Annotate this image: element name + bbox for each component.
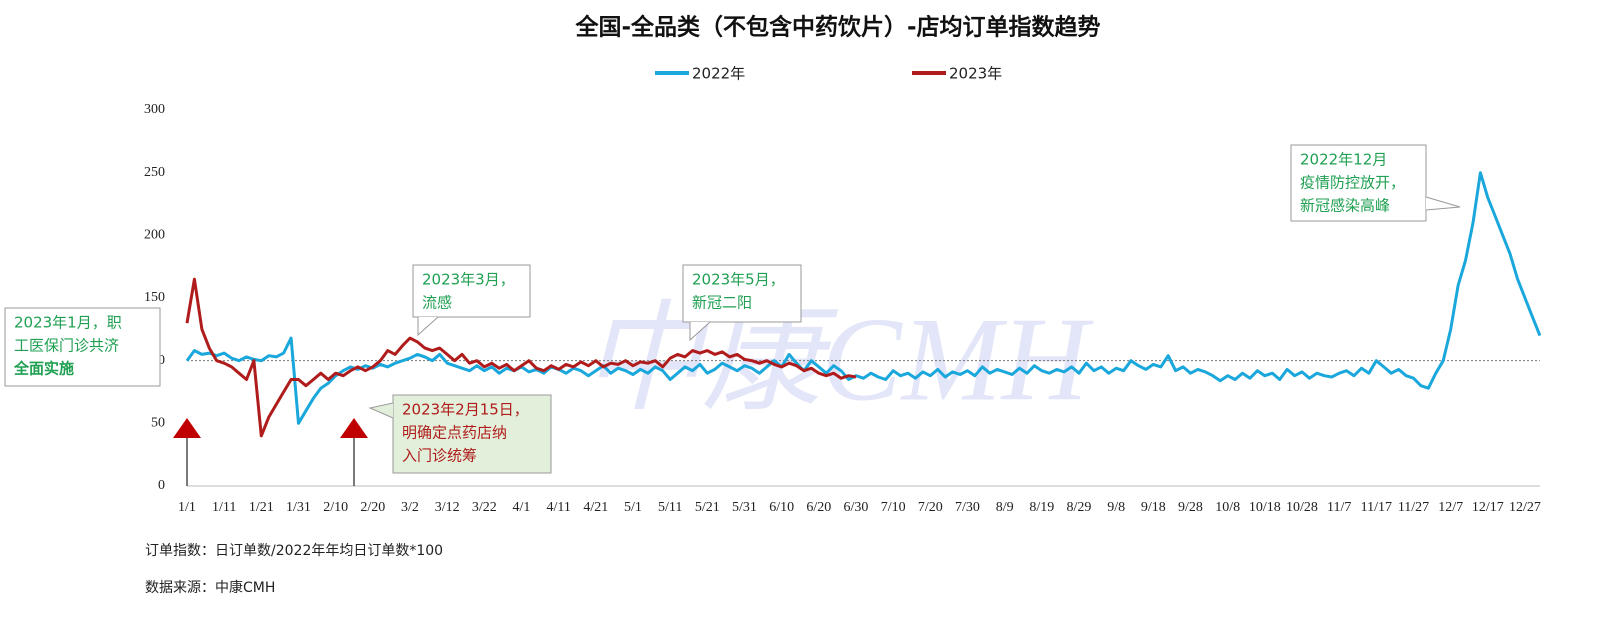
x-tick-label: 10/28	[1286, 500, 1318, 515]
annotation-pointer	[417, 316, 439, 337]
x-tick-label: 2/20	[360, 500, 385, 515]
x-tick-label: 11/27	[1398, 500, 1429, 515]
note: 订单指数：日订单数/2022年年均日订单数*100	[145, 543, 443, 559]
chart-title: 全国-全品类（不包含中药饮片）-店均订单指数趋势	[574, 14, 1100, 41]
y-tick-label: 0	[158, 478, 165, 493]
x-tick-label: 4/1	[513, 500, 531, 515]
series-line	[185, 171, 1542, 425]
x-tick-label: 10/18	[1249, 500, 1281, 515]
x-tick-label: 3/2	[401, 500, 419, 515]
x-tick-label: 5/1	[624, 500, 642, 515]
x-tick-label: 4/11	[546, 500, 570, 515]
x-tick-label: 8/19	[1029, 500, 1054, 515]
x-tick-label: 11/17	[1361, 500, 1392, 515]
x-tick-label: 6/30	[844, 500, 869, 515]
x-tick-label: 5/11	[658, 500, 682, 515]
x-tick-label: 5/21	[695, 500, 720, 515]
annotation-pointer	[368, 402, 394, 419]
x-tick-label: 8/29	[1067, 500, 1092, 515]
x-tick-label: 12/7	[1438, 500, 1463, 515]
legend-label: 2023年	[949, 65, 1002, 83]
y-tick-label: 300	[144, 102, 165, 117]
x-tick-label: 12/27	[1509, 500, 1541, 515]
legend-label: 2022年	[692, 65, 745, 83]
x-tick-label: 9/18	[1141, 500, 1166, 515]
annotation-pointer	[689, 321, 711, 342]
y-tick-label: 150	[144, 290, 165, 305]
x-tick-label: 2/10	[323, 500, 348, 515]
x-tick-label: 3/22	[472, 500, 497, 515]
y-tick-label: 250	[144, 165, 165, 180]
annotation-text: 2023年5月，	[692, 271, 785, 289]
annotation-text: 疫情防控放开，	[1300, 174, 1405, 192]
y-tick-label: 50	[151, 416, 165, 431]
y-tick-label: 200	[144, 228, 165, 243]
annotation-box	[4, 307, 161, 387]
x-tick-label: 9/28	[1178, 500, 1203, 515]
x-tick-label: 1/1	[178, 500, 196, 515]
annotation-box	[1290, 144, 1427, 222]
annotation-pointer	[1425, 196, 1461, 211]
x-tick-label: 5/31	[732, 500, 757, 515]
x-tick-label: 6/10	[769, 500, 794, 515]
annotation-text: 新冠二阳	[692, 294, 752, 312]
annotation-text: 2023年1月，职	[14, 314, 122, 332]
x-tick-label: 4/21	[583, 500, 608, 515]
x-tick-label: 12/17	[1472, 500, 1504, 515]
annotation-text: 2023年3月，	[422, 271, 515, 289]
annotation-text: 2023年2月15日，	[402, 401, 529, 419]
annotation-box	[412, 264, 531, 318]
x-tick-label: 7/20	[918, 500, 943, 515]
x-tick-label: 7/30	[955, 500, 980, 515]
annotation-text: 工医保门诊共济	[14, 337, 119, 355]
x-tick-label: 1/21	[249, 500, 274, 515]
annotation-text: 新冠感染高峰	[1300, 197, 1390, 215]
annotation-text: 全面实施	[13, 360, 74, 378]
series-line	[185, 277, 857, 438]
event-triangle	[340, 418, 368, 438]
x-tick-label: 9/8	[1107, 500, 1125, 515]
annotation-box	[392, 394, 552, 474]
x-tick-label: 3/12	[435, 500, 460, 515]
watermark: 中康CMH	[582, 293, 1095, 426]
annotation-text: 明确定点药店纳	[402, 424, 507, 442]
note: 数据来源：中康CMH	[145, 579, 275, 596]
annotation-box	[682, 264, 802, 323]
x-tick-label: 1/11	[212, 500, 236, 515]
x-tick-label: 1/31	[286, 500, 311, 515]
annotation-text: 入门诊统筹	[402, 447, 477, 465]
x-tick-label: 10/8	[1215, 500, 1240, 515]
x-tick-label: 7/10	[881, 500, 906, 515]
annotation-text: 2022年12月	[1300, 151, 1387, 169]
annotation-text: 流感	[422, 294, 452, 312]
x-tick-label: 6/20	[806, 500, 831, 515]
event-triangle	[173, 418, 201, 438]
x-tick-label: 11/7	[1327, 500, 1351, 515]
x-tick-label: 8/9	[996, 500, 1014, 515]
